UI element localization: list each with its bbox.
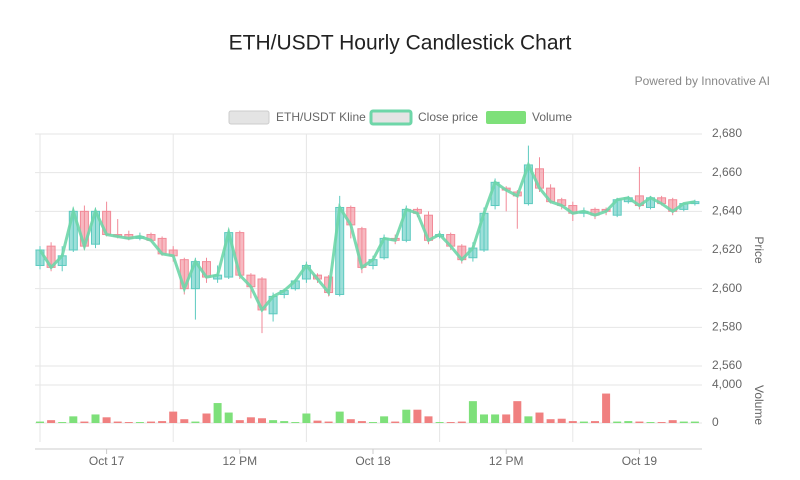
- volume-bar: [113, 421, 122, 423]
- volume-bar: [579, 421, 588, 423]
- volume-bar: [468, 401, 477, 423]
- volume-bar: [369, 422, 377, 423]
- volume-bar: [80, 421, 89, 423]
- volume-bar: [690, 421, 699, 423]
- volume-bar: [557, 418, 566, 423]
- x-tick-label: Oct 18: [355, 454, 391, 468]
- y-tick-label: 2,560: [712, 358, 742, 372]
- volume-bar: [402, 409, 411, 423]
- volume-bar: [291, 422, 300, 423]
- volume-bar: [546, 419, 555, 423]
- volume-bar: [313, 420, 322, 423]
- y-tick-label: 2,660: [712, 165, 742, 179]
- legend-label[interactable]: Volume: [532, 110, 572, 124]
- volume-bar: [624, 421, 633, 423]
- y-tick-label: 2,600: [712, 281, 742, 295]
- volume-bar: [613, 421, 622, 423]
- volume-bar: [335, 411, 344, 423]
- volume-bar: [213, 403, 222, 423]
- volume-bar: [513, 401, 522, 423]
- y-tick-label: 2,580: [712, 320, 742, 334]
- y-tick-label: 0: [712, 415, 719, 429]
- volume-bar: [180, 419, 189, 423]
- volume-bar: [357, 421, 366, 423]
- volume-bar: [124, 422, 133, 423]
- volume-bar: [191, 421, 200, 423]
- y2-axis-label: Volume: [752, 385, 766, 425]
- volume-bar: [491, 414, 500, 423]
- volume-bar: [535, 412, 544, 423]
- volume-bar: [58, 422, 67, 423]
- volume-bar: [591, 421, 599, 423]
- volume-bar: [202, 413, 211, 423]
- legend-icon: [228, 110, 270, 125]
- volume-bar: [679, 421, 688, 423]
- volume-bar: [524, 416, 533, 423]
- volume-bar: [135, 422, 144, 423]
- volume-bar: [36, 421, 44, 423]
- x-tick-label: Oct 17: [89, 454, 125, 468]
- volume-bar: [657, 422, 666, 423]
- legend-label[interactable]: Close price: [418, 110, 478, 124]
- volume-bar: [446, 422, 455, 423]
- x-tick-label: 12 PM: [222, 454, 257, 468]
- volume-bar: [568, 421, 577, 423]
- y-tick-label: 4,000: [712, 377, 742, 391]
- x-tick-label: Oct 19: [622, 454, 658, 468]
- volume-bar: [457, 421, 466, 423]
- x-tick-label: 12 PM: [489, 454, 524, 468]
- volume-bar: [302, 413, 311, 423]
- subtitle: Powered by Innovative AI: [635, 74, 770, 88]
- volume-bar: [47, 420, 56, 423]
- volume-bar: [668, 420, 677, 423]
- volume-bar: [280, 421, 289, 423]
- volume-bar: [246, 417, 255, 423]
- volume-bar: [158, 421, 167, 423]
- volume-bar: [91, 414, 100, 423]
- y-axis-label: Price: [752, 236, 766, 264]
- y-tick-label: 2,680: [712, 126, 742, 140]
- legend-icon: [486, 111, 526, 124]
- volume-bar: [502, 414, 511, 423]
- volume-bar: [324, 421, 333, 423]
- volume-bar: [102, 417, 111, 423]
- volume-bar: [147, 421, 155, 423]
- volume-bar: [380, 416, 389, 423]
- volume-bar: [646, 422, 655, 423]
- volume-bar: [391, 421, 400, 423]
- volume-bar: [169, 411, 178, 423]
- volume-bar: [602, 393, 611, 423]
- volume-bar: [424, 416, 433, 423]
- volume-bar: [480, 414, 488, 423]
- volume-bar: [635, 421, 644, 423]
- volume-bar: [69, 416, 78, 423]
- volume-bar: [413, 409, 422, 423]
- y-tick-label: 2,620: [712, 242, 742, 256]
- y-tick-label: 2,640: [712, 204, 742, 218]
- chart-title: ETH/USDT Hourly Candlestick Chart: [229, 32, 572, 55]
- volume-bar: [346, 419, 355, 423]
- volume-bar: [435, 422, 444, 423]
- legend-icon: [369, 109, 413, 126]
- close-line: [38, 161, 696, 313]
- volume-bar: [235, 420, 244, 423]
- legend-label[interactable]: ETH/USDT Kline: [276, 110, 366, 124]
- volume-bar: [224, 412, 233, 423]
- volume-bar: [258, 418, 266, 423]
- volume-bar: [269, 420, 278, 423]
